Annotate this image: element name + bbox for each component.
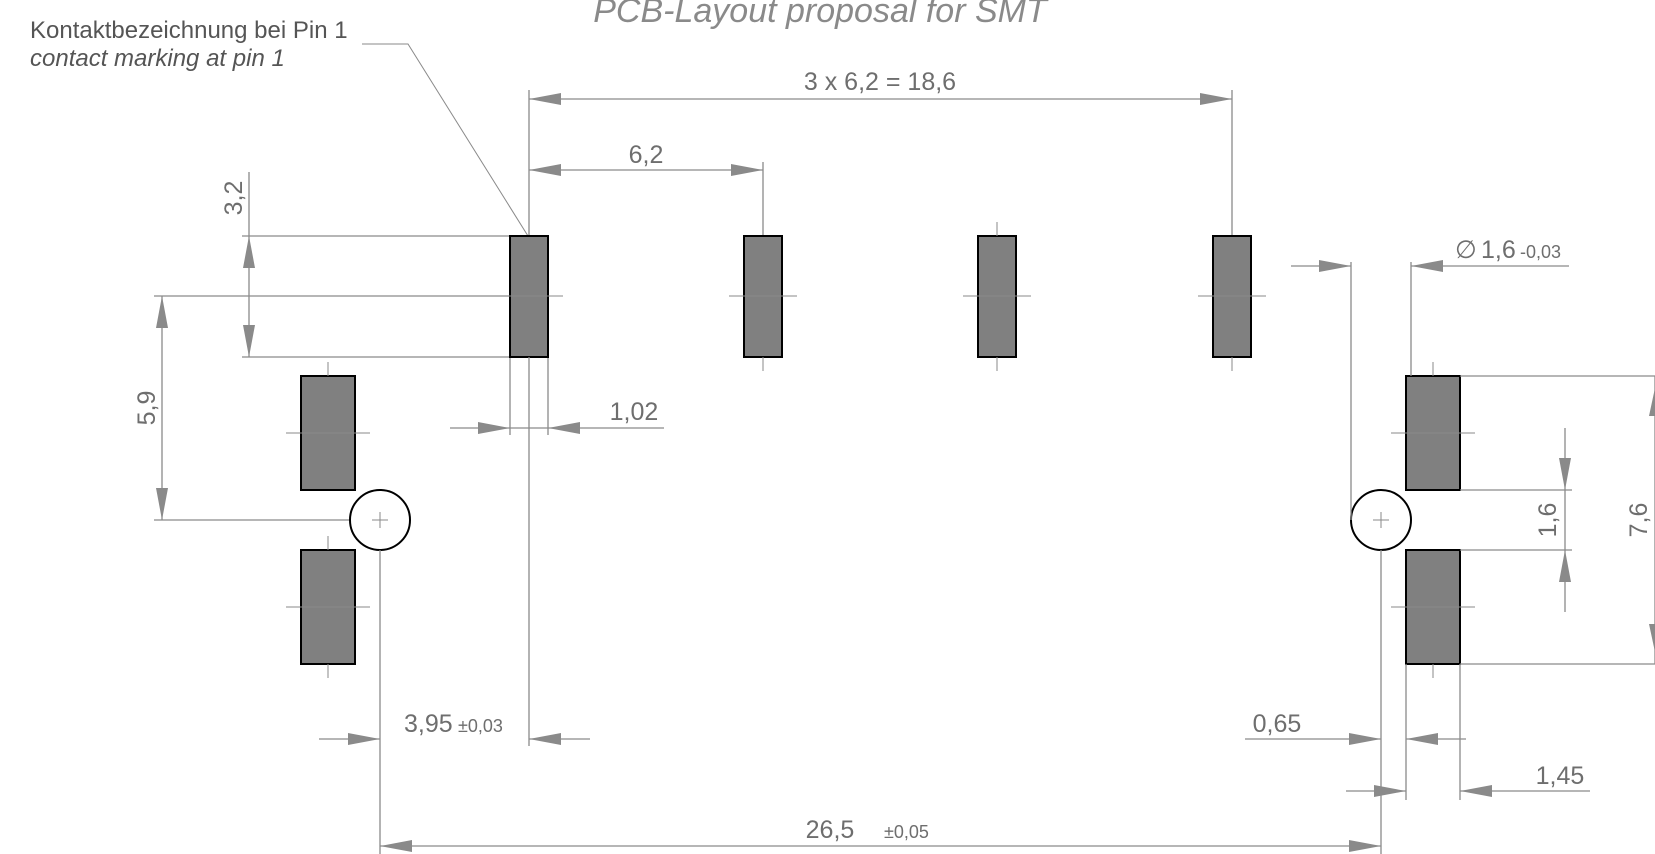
dim-hole-to-pin1: 3,95 ±0,03 bbox=[319, 357, 590, 854]
dim-side-pad-gap-label: 1,6 bbox=[1534, 503, 1562, 538]
dim-pitch-label: 6,2 bbox=[629, 141, 664, 169]
dim-pitch: 6,2 bbox=[529, 141, 764, 236]
dim-hole-to-side-pad-label: 0,65 bbox=[1253, 710, 1302, 738]
dim-row-offset-label: 5,9 bbox=[133, 391, 161, 426]
dim-side-pad-span-label: 7,6 bbox=[1625, 503, 1653, 538]
pin1-label-de: Kontaktbezeichnung bei Pin 1 bbox=[30, 17, 348, 44]
dim-row-offset: 5,9 bbox=[133, 295, 510, 521]
dim-pad-width: 1,02 bbox=[450, 357, 664, 435]
left-side-group bbox=[286, 362, 411, 678]
pin1-leader-line bbox=[362, 43, 529, 237]
drawing-title: PCB-Layout proposal for SMT bbox=[593, 0, 1049, 30]
dim-hole-diameter-label: 1,6 bbox=[1481, 236, 1516, 264]
dim-side-pad-span: 7,6 bbox=[1460, 375, 1655, 665]
dim-hole-to-pin1-tol: ±0,03 bbox=[458, 716, 503, 736]
dim-hole-diameter: ∅ 1,6 -0,03 bbox=[1291, 236, 1569, 520]
dim-side-pad-gap: 1,6 bbox=[1460, 428, 1572, 612]
dim-total-pitch: 3 x 6,2 = 18,6 bbox=[528, 68, 1233, 236]
dim-hole-spacing: 26,5 ±0,05 bbox=[380, 816, 1381, 852]
dim-side-pad-width-label: 1,45 bbox=[1536, 762, 1585, 790]
pin1-label-en: contact marking at pin 1 bbox=[30, 45, 285, 72]
dim-hole-to-side-pad: 0,65 bbox=[1245, 550, 1466, 854]
dim-hole-spacing-tol: ±0,05 bbox=[884, 822, 929, 842]
dim-hole-diameter-tol: -0,03 bbox=[1520, 242, 1561, 262]
dim-side-pad-width: 1,45 bbox=[1346, 762, 1590, 797]
top-pad-row bbox=[495, 222, 1266, 371]
right-side-group bbox=[1350, 362, 1475, 678]
dim-pad-height: 3,2 bbox=[220, 172, 510, 358]
dim-pad-height-label: 3,2 bbox=[220, 181, 248, 216]
dim-total-pitch-label: 3 x 6,2 = 18,6 bbox=[804, 68, 956, 96]
dim-hole-to-pin1-label: 3,95 bbox=[404, 710, 453, 738]
dim-hole-diameter-symbol: ∅ bbox=[1455, 236, 1477, 264]
dim-pad-width-label: 1,02 bbox=[610, 398, 659, 426]
dim-hole-spacing-label: 26,5 bbox=[806, 816, 855, 844]
